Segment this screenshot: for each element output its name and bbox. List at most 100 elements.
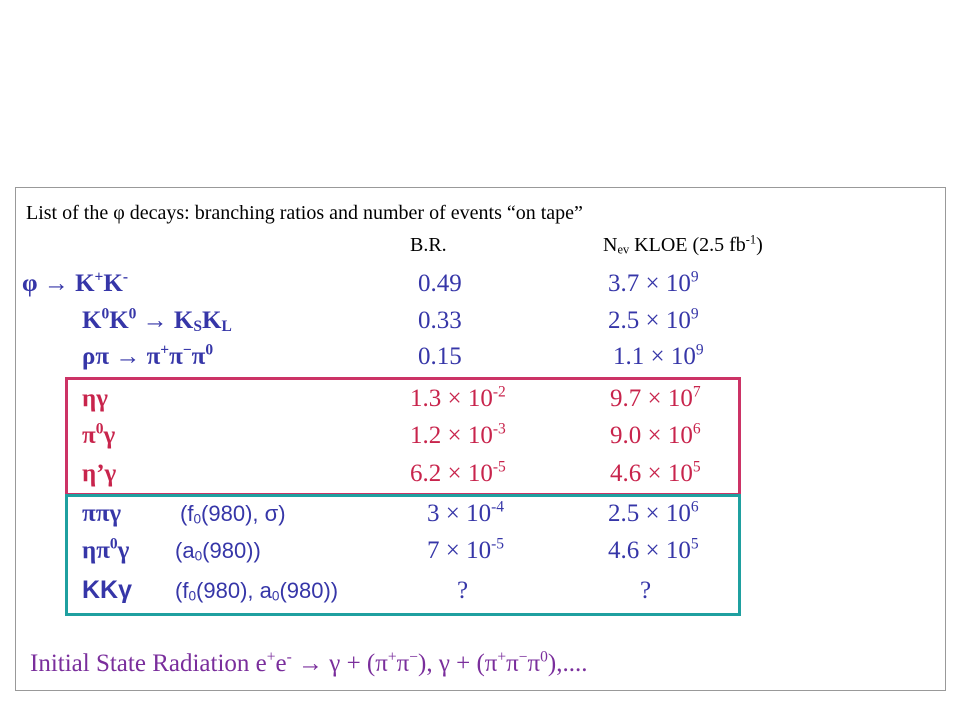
text-piece: ? [457,577,469,605]
decay: ρπ → π+π−π0 [82,341,214,371]
text-piece: 1.2 × 10 [410,422,493,450]
text-piece: 5 [690,535,699,553]
branching-ratio: 7 × 10-5 [427,537,504,565]
text-piece: + [497,648,507,666]
text-piece: π [396,650,410,678]
resonance: (f0(980), σ) [180,500,286,527]
branching-ratio: 0.15 [418,344,462,369]
text-piece: 7 × 10 [427,537,492,565]
branching-ratio: 3 × 10-4 [427,498,505,527]
text-piece: 0 [188,588,197,604]
text-piece: ) [756,234,763,256]
text-piece: N [603,234,618,256]
text-piece: (f [175,577,189,603]
decay: η’γ [82,461,116,486]
decay: KKγ [82,578,132,603]
branching-ratio: 1.3 × 10-2 [410,383,506,413]
text-piece: L [221,318,232,336]
text-piece: γ [117,537,130,565]
text-piece: ),.... [547,650,588,678]
text-piece: 4.6 × 10 [610,460,693,488]
text-piece: KLOE (2.5 fb [629,234,746,256]
text-piece: 9.0 × 10 [610,422,693,450]
text-piece: 0 [193,511,202,527]
text-piece: η’γ [82,460,117,488]
event-count: 1.1 × 109 [613,343,704,371]
event-count: 9.0 × 106 [610,422,701,450]
text-piece: 0.33 [418,307,462,335]
text-piece: → K [136,307,194,335]
text-piece: ), γ + (π [418,650,498,678]
text-piece: + [387,648,397,666]
text-piece: 1.1 × 10 [613,343,696,371]
text-piece: - [286,648,292,666]
text-piece: 5 [692,458,701,476]
text-piece: 9 [690,268,699,286]
scalar-box [65,494,741,616]
text-piece: -5 [492,458,506,476]
event-count: 2.5 × 106 [608,498,699,528]
text-piece: ? [640,577,652,605]
decay: ππγ [82,501,121,526]
event-count: 9.7 × 107 [610,385,701,413]
text-piece: KKγ [82,576,133,605]
text-piece: 0 [194,548,203,564]
text-piece: φ → K [22,270,95,298]
branching-ratio: 6.2 × 10-5 [410,458,506,487]
event-count: 3.7 × 109 [608,268,699,298]
decay: ηγ [82,386,108,411]
text-piece: K [103,270,123,298]
text-piece: − [182,341,192,359]
column-header: B.R. [410,234,447,256]
text-piece: e [275,650,287,678]
text-piece: -1 [745,232,757,247]
text-piece: ππγ [82,500,122,528]
text-piece: 6 [690,498,699,516]
branching-ratio: ? [457,578,468,603]
text-piece: π [191,343,206,371]
text-piece: 0 [95,420,104,438]
text-piece: S [193,318,202,336]
event-count: 4.6 × 105 [610,458,701,488]
text-piece: (980), a [196,577,272,603]
text-piece: 3.7 × 10 [608,270,691,298]
text-piece: 0 [128,305,137,323]
decay: π0γ [82,420,115,450]
text-piece: + [94,268,104,286]
decay: K0K0 → KSKL [82,305,232,336]
text-piece: (f [180,500,194,526]
event-count: 2.5 × 109 [608,307,699,335]
decay: ηπ0γ [82,535,130,565]
text-piece: 4.6 × 10 [608,537,691,565]
text-piece: 0 [271,588,280,604]
text-piece: π [82,422,96,450]
text-piece: K [109,307,129,335]
text-piece: 0 [109,535,118,553]
text-piece: 0 [205,341,214,359]
text-piece: - [122,268,129,286]
text-piece: 9.7 × 10 [610,385,693,413]
resonance: (a0(980)) [175,539,261,564]
text-piece: 0.15 [418,343,462,371]
text-piece: -4 [491,498,505,516]
text-piece: 0 [101,305,110,323]
text-piece: K [82,307,102,335]
branching-ratio: 0.49 [418,271,462,296]
text-piece: Initial State Radiation e [30,650,267,678]
text-piece: K [201,307,222,335]
text-piece: ηγ [82,385,108,413]
text-piece: ρπ → π [82,343,161,371]
text-piece: 2.5 × 10 [608,500,691,528]
text-piece: 2.5 × 10 [608,307,691,335]
text-piece: + [160,341,170,359]
text-piece: − [409,648,418,666]
branching-ratio: 1.2 × 10-3 [410,422,506,450]
text-piece: π [506,650,519,678]
text-piece: (980)) [279,577,339,603]
text-piece: 1.3 × 10 [410,385,493,413]
text-piece: -2 [492,383,506,401]
text-piece: π [169,343,183,371]
text-piece: π [527,650,541,678]
intro: List of the φ decays: branching ratios a… [26,202,583,224]
